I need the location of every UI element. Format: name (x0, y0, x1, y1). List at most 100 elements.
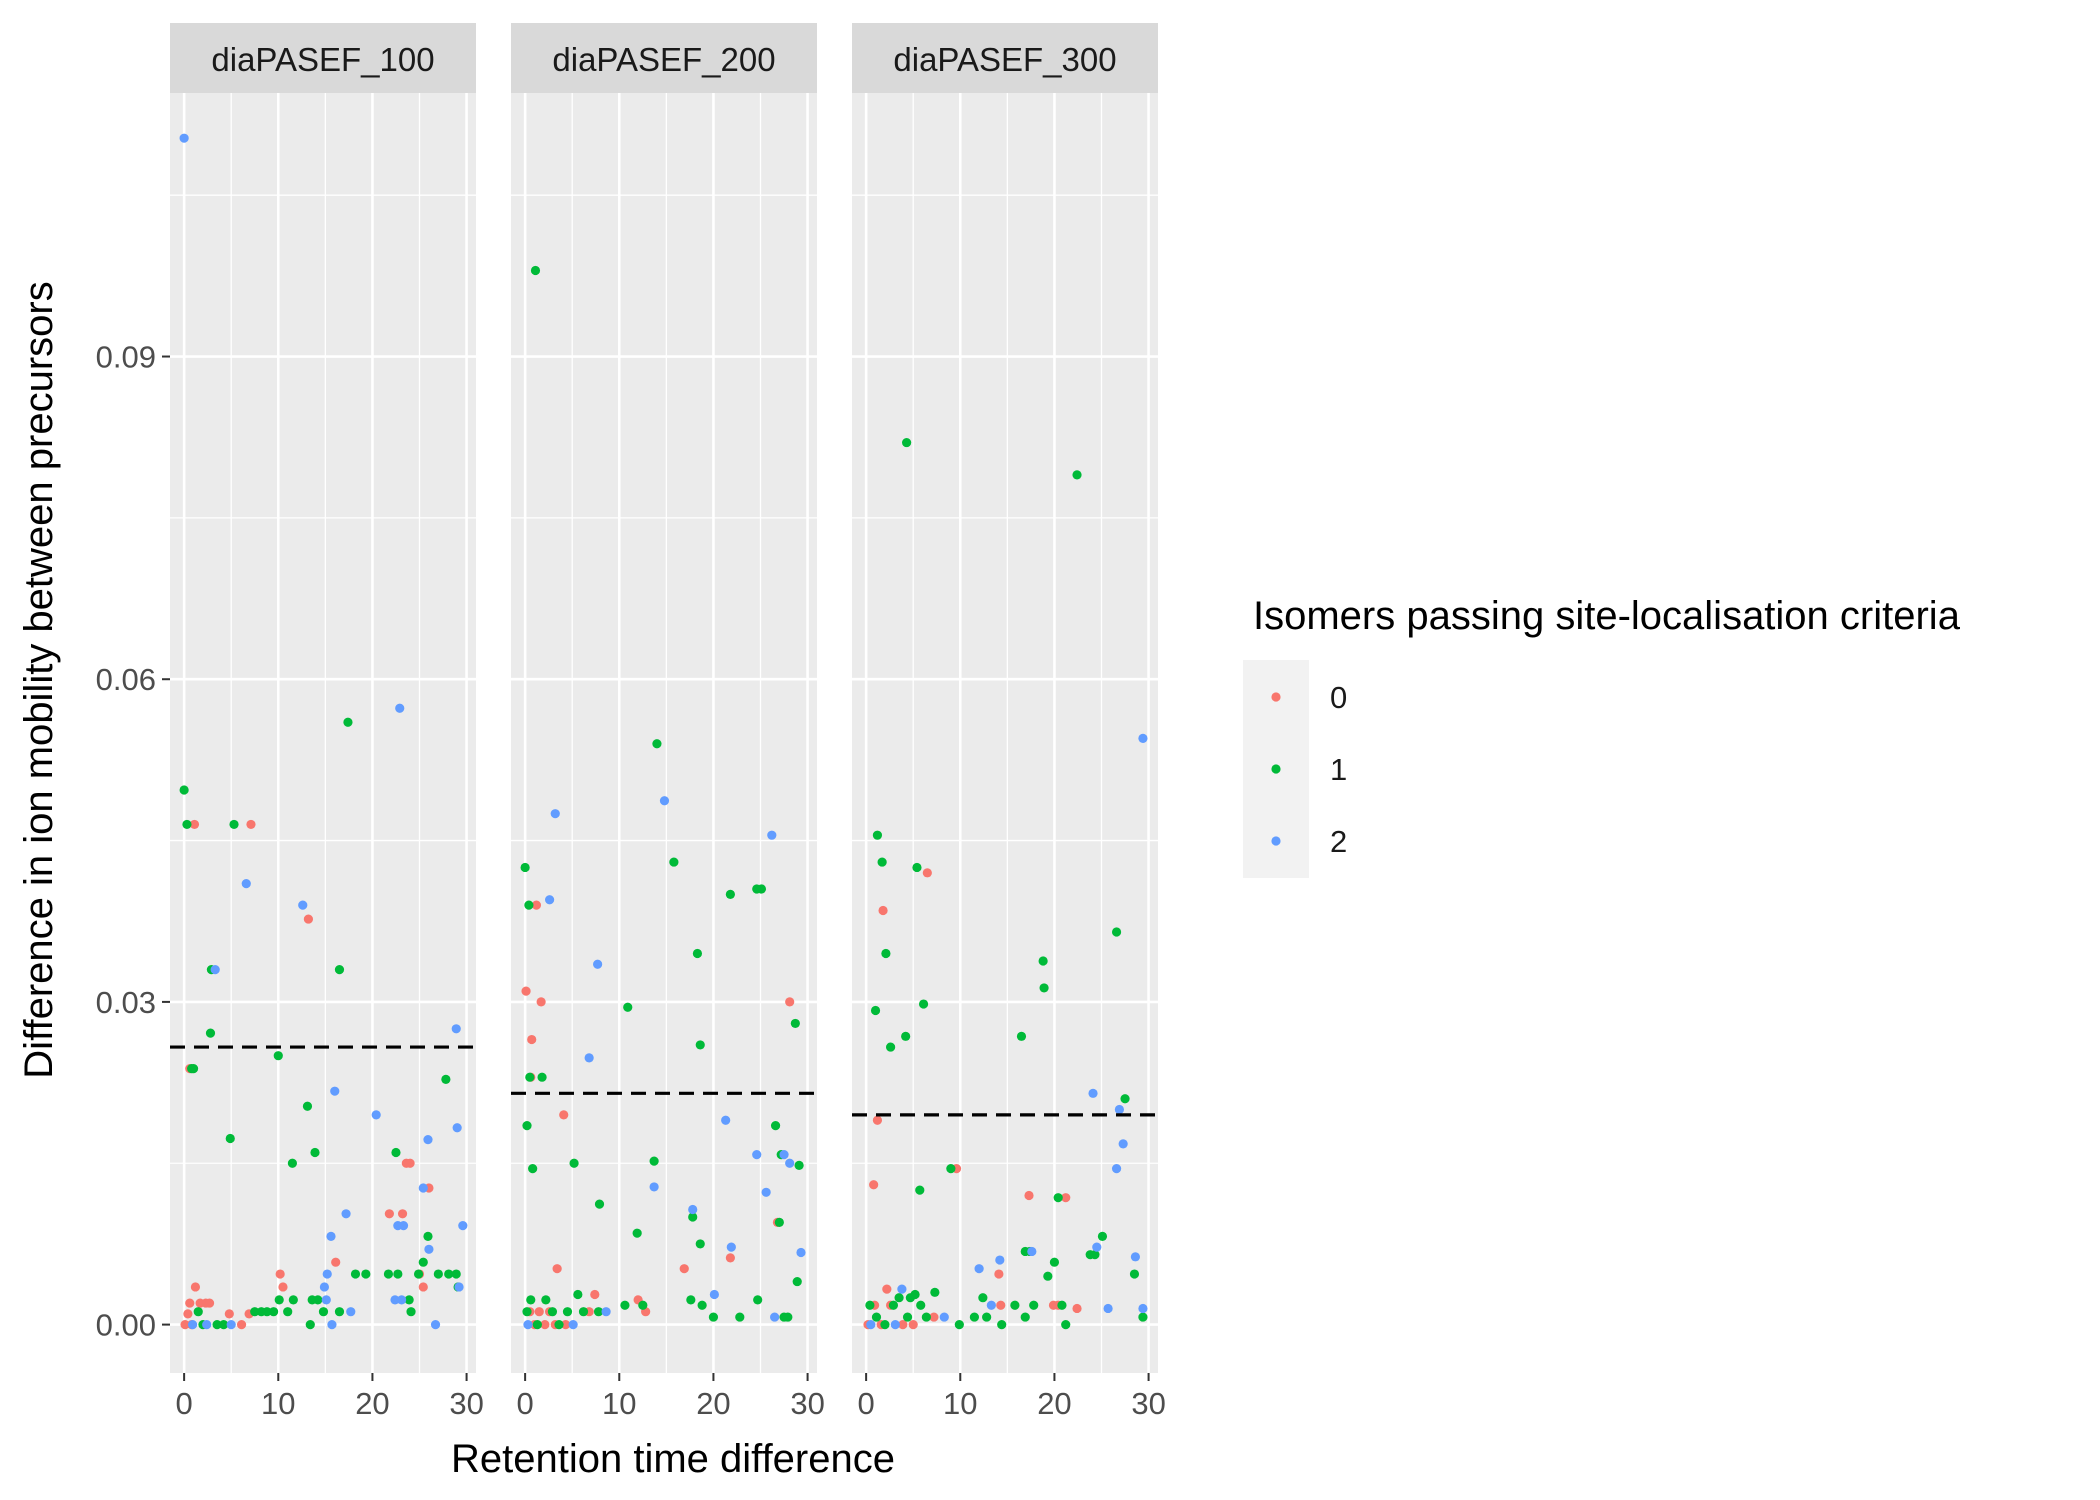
data-point-group-1 (1090, 1250, 1100, 1260)
data-point-group-1 (888, 1300, 899, 1310)
x-tick-label: 0 (175, 1386, 192, 1421)
data-point-group-2 (584, 1053, 594, 1063)
data-point-group-2 (752, 1150, 762, 1160)
data-point-group-1 (287, 1158, 297, 1168)
data-point-group-1 (268, 1307, 279, 1317)
data-point-group-1 (946, 1164, 956, 1174)
data-point-group-0 (725, 1253, 735, 1263)
data-point-group-1 (547, 1307, 558, 1317)
data-point-group-2 (785, 1158, 795, 1168)
facet-strip-label: diaPASEF_300 (893, 41, 1116, 78)
data-point-group-2 (424, 1244, 434, 1254)
data-point-group-0 (1024, 1190, 1034, 1201)
data-point-group-1 (522, 1307, 532, 1317)
data-point-group-2 (1027, 1246, 1037, 1257)
data-point-group-2 (395, 703, 405, 713)
data-point-group-2 (1092, 1242, 1102, 1252)
data-point-group-1 (1020, 1312, 1030, 1322)
data-point-group-1 (537, 1072, 547, 1082)
data-point-group-1 (902, 437, 912, 448)
data-point-group-0 (397, 1209, 408, 1219)
x-tick-label: 30 (449, 1386, 483, 1421)
data-point-group-0 (872, 1115, 883, 1125)
data-point-group-2 (179, 133, 189, 143)
data-point-group-1 (695, 1040, 705, 1050)
data-point-group-1 (774, 1217, 784, 1228)
x-tick-label: 10 (943, 1386, 977, 1421)
data-point-group-1 (441, 1074, 451, 1084)
data-point-group-1 (623, 1002, 633, 1012)
legend-key-point (1271, 692, 1281, 702)
data-point-group-1 (1120, 1094, 1130, 1104)
data-point-group-2 (659, 796, 670, 806)
data-point-group-0 (559, 1110, 569, 1120)
legend-item-2: 2 (1271, 824, 1347, 859)
data-point-group-2 (390, 1295, 400, 1305)
data-point-group-1 (418, 1257, 428, 1267)
data-point-group-2 (458, 1221, 468, 1231)
data-point-group-1 (593, 1307, 604, 1317)
data-point-group-2 (1138, 1303, 1148, 1314)
data-point-group-1 (620, 1300, 630, 1310)
data-point-group-1 (871, 1312, 882, 1322)
data-point-group-2 (452, 1123, 462, 1133)
data-point-group-2 (1088, 1088, 1098, 1098)
data-point-group-0 (929, 1312, 939, 1322)
data-point-group-1 (262, 1307, 272, 1317)
data-point-group-2 (545, 895, 555, 905)
data-point-group-1 (1016, 1031, 1027, 1041)
data-point-group-1 (179, 785, 189, 795)
data-point-group-1 (912, 862, 922, 873)
data-point-group-1 (219, 1319, 229, 1330)
data-point-group-1 (880, 1319, 890, 1330)
panel-background (511, 93, 817, 1373)
data-point-group-2 (1103, 1303, 1113, 1314)
data-point-group-0 (185, 1298, 195, 1308)
data-point-group-2 (346, 1307, 356, 1317)
data-point-group-1 (283, 1307, 293, 1317)
data-point-group-1 (288, 1295, 298, 1305)
data-point-group-2 (454, 1282, 464, 1292)
data-point-group-1 (444, 1269, 454, 1279)
data-point-group-1 (541, 1295, 551, 1305)
data-point-group-0 (384, 1209, 394, 1219)
data-point-group-2 (721, 1115, 731, 1125)
data-point-group-2 (709, 1289, 719, 1300)
data-point-group-0 (189, 819, 200, 830)
data-point-group-0 (996, 1300, 1006, 1310)
data-point-group-0 (531, 900, 542, 910)
data-point-group-1 (1061, 1319, 1071, 1330)
data-point-group-0 (534, 1307, 544, 1317)
data-point-group-0 (527, 1034, 537, 1045)
data-point-group-1 (334, 1307, 345, 1317)
data-point-group-0 (540, 1319, 550, 1330)
data-point-group-1 (205, 1028, 216, 1038)
data-point-group-1 (530, 265, 541, 276)
data-point-group-1 (708, 1312, 719, 1322)
data-point-group-0 (994, 1269, 1004, 1279)
data-point-group-0 (246, 819, 256, 830)
panel-background (170, 93, 476, 1373)
data-point-group-2 (321, 1295, 331, 1305)
data-point-group-1 (669, 857, 679, 867)
data-point-group-0 (275, 1269, 285, 1279)
data-point-group-1 (1097, 1231, 1108, 1241)
data-point-group-1 (1111, 927, 1122, 937)
data-point-group-2 (430, 1319, 441, 1330)
data-point-group-1 (790, 1018, 800, 1029)
data-point-group-2 (397, 1295, 407, 1305)
facet-strip (852, 23, 1158, 93)
axes-layer: 0 10 20 30 0 10 20 30 0 10 20 30 0.00 0.03 0.06 0.09 (96, 340, 1166, 1421)
data-point-group-1 (997, 1319, 1007, 1330)
panels-layer: diaPASEF_100 diaPASEF_200 diaPASEF_300 (170, 23, 1158, 1373)
data-point-group-2 (688, 1204, 698, 1215)
data-point-group-1 (792, 1276, 802, 1287)
legend-item-0: 0 (1271, 680, 1347, 715)
data-point-group-1 (528, 1164, 538, 1174)
data-point-group-1 (652, 739, 662, 749)
data-point-group-2 (187, 1319, 198, 1330)
data-point-group-2 (298, 900, 308, 910)
data-point-group-1 (212, 1319, 222, 1330)
data-point-group-1 (313, 1295, 323, 1305)
data-point-group-1 (525, 1072, 535, 1082)
